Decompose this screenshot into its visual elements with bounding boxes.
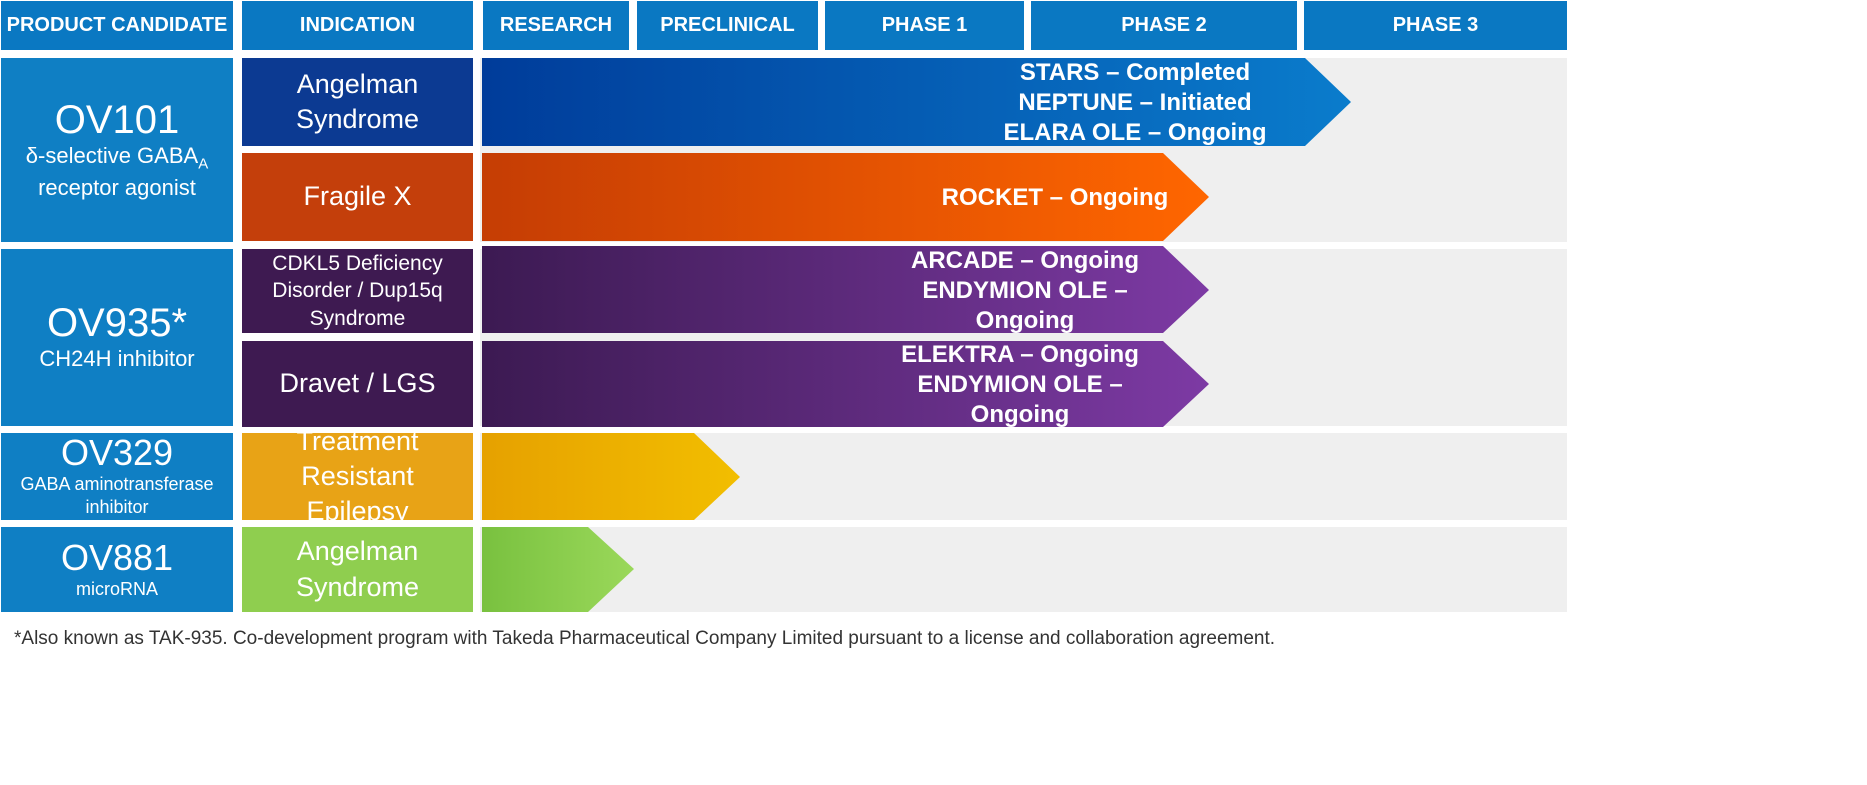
product-name: OV101 xyxy=(54,97,180,142)
indication-line: Treatment xyxy=(296,425,419,456)
arrow-treatment-resistant-epilepsy xyxy=(482,433,740,520)
trial-label: ENDYMION OLE – Ongoing xyxy=(917,371,1123,428)
footnote: *Also known as TAK-935. Co-development p… xyxy=(14,628,1276,649)
indication-line: Syndrome xyxy=(295,571,420,602)
header-phase1: PHASE 1 xyxy=(825,1,1024,50)
arrow-angelman-ov881 xyxy=(482,527,634,612)
indication-cdkl5: CDKL5 Deficiency Disorder / Dup15q Syndr… xyxy=(242,249,473,333)
arrow-angelman-ov101 xyxy=(482,58,1351,146)
desc-main: δ-selective GABA xyxy=(25,142,199,168)
program-labels-fragile-x: ROCKET – Ongoing xyxy=(930,182,1180,214)
trial-label: STARS – Completed xyxy=(1019,59,1251,86)
product-description: δ-selective GABAA xyxy=(26,142,208,174)
indication-treatment-resistant-epilepsy: Treatment Resistant Epilepsy xyxy=(242,426,473,526)
program-labels-cdkl5: ARCADE – Ongoing ENDYMION OLE – Ongoing xyxy=(880,247,1170,334)
header-phase3: PHASE 3 xyxy=(1304,1,1567,50)
indication-line: Angelman xyxy=(296,68,419,99)
trial-label: ARCADE – Ongoing xyxy=(911,247,1139,274)
product-description-line2: receptor agonist xyxy=(38,174,196,200)
trial-label: ENDYMION OLE – Ongoing xyxy=(922,277,1128,334)
program-labels-dravet: ELEKTRA – Ongoing ENDYMION OLE – Ongoing xyxy=(875,341,1165,428)
header-product-candidate: PRODUCT CANDIDATE xyxy=(1,1,233,50)
indication-dravet-lgs: Dravet / LGS xyxy=(242,341,473,427)
indication-angelman-ov881: Angelman Syndrome xyxy=(242,527,473,612)
product-ov329: OV329 GABA aminotransferase inhibitor xyxy=(1,433,233,520)
header-indication: INDICATION xyxy=(242,1,473,50)
product-ov881: OV881 microRNA xyxy=(1,527,233,612)
product-description: GABA aminotransferase xyxy=(20,473,214,494)
trial-label: NEPTUNE – Initiated xyxy=(1018,89,1252,116)
trial-label: ROCKET – Ongoing xyxy=(941,184,1169,211)
indication-line: CDKL5 Deficiency xyxy=(272,252,443,276)
trial-label: ELEKTRA – Ongoing xyxy=(901,341,1139,368)
indication-line: Syndrome xyxy=(309,306,406,330)
indication-fragile-x: Fragile X xyxy=(242,153,473,241)
header-phase2: PHASE 2 xyxy=(1031,1,1297,50)
header-research: RESEARCH xyxy=(483,1,629,50)
desc-subscript: A xyxy=(198,155,209,173)
indication-line: Disorder / Dup15q xyxy=(272,279,443,303)
product-description: microRNA xyxy=(75,578,158,599)
indication-line: Resistant Epilepsy xyxy=(301,460,414,527)
indication-angelman-ov101: Angelman Syndrome xyxy=(242,58,473,146)
header-preclinical: PRECLINICAL xyxy=(637,1,818,50)
product-name: OV329 xyxy=(60,432,174,474)
arrow-dravet-lgs xyxy=(482,341,1209,427)
trial-label: ELARA OLE – Ongoing xyxy=(1003,119,1267,146)
product-ov935: OV935* CH24H inhibitor xyxy=(1,249,233,426)
product-ov101: OV101 δ-selective GABAA receptor agonist xyxy=(1,58,233,242)
product-description-line2: inhibitor xyxy=(85,497,149,518)
product-name: OV935* xyxy=(46,301,188,346)
program-labels-angelman: STARS – Completed NEPTUNE – Initiated EL… xyxy=(1000,59,1270,146)
indication-line: Angelman xyxy=(296,536,419,567)
product-description: CH24H inhibitor xyxy=(39,346,195,372)
arrow-cdkl5 xyxy=(482,246,1209,333)
lane-ov881 xyxy=(480,527,1567,612)
product-name: OV881 xyxy=(60,537,174,578)
arrow-fragile-x xyxy=(482,153,1209,241)
indication-line: Syndrome xyxy=(295,104,420,134)
